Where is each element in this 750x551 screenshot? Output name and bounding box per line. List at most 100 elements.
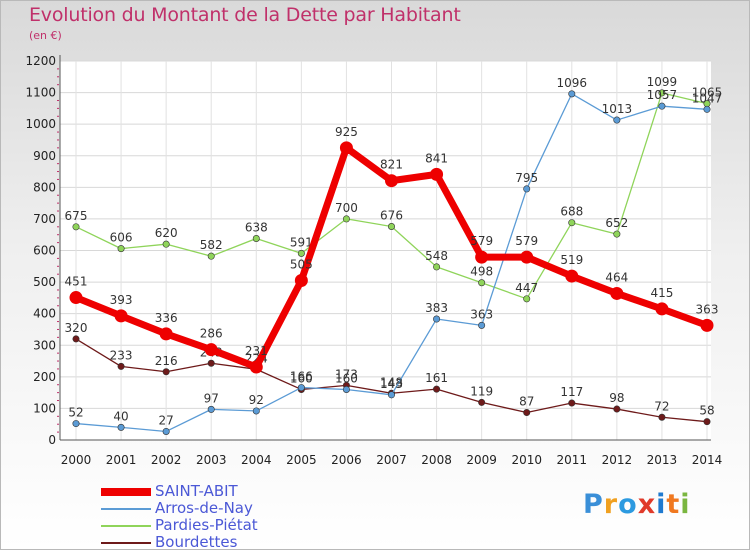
data-point — [207, 252, 215, 260]
legend-swatch — [101, 508, 151, 510]
data-label: 1096 — [557, 76, 588, 90]
data-label: 161 — [425, 371, 448, 385]
x-tick-label: 2006 — [331, 453, 362, 467]
series-bourdettes: 3202332162432241601731481611198711798725… — [65, 321, 715, 426]
legend-swatch — [101, 525, 151, 527]
data-point — [520, 250, 534, 264]
x-tick-label: 2000 — [61, 453, 92, 467]
x-tick-label: 2011 — [557, 453, 588, 467]
data-label: 1047 — [692, 91, 723, 105]
data-point — [207, 359, 215, 367]
data-label: 841 — [425, 151, 448, 165]
data-label: 1065 — [692, 86, 723, 100]
data-label: 606 — [110, 231, 133, 245]
x-tick-label: 2012 — [602, 453, 633, 467]
data-label: 117 — [560, 385, 583, 399]
data-label: 415 — [650, 286, 673, 300]
data-point — [475, 250, 489, 264]
data-point — [387, 222, 395, 230]
data-label: 87 — [519, 395, 534, 409]
data-label: 143 — [380, 377, 403, 391]
logo-letter: t — [666, 489, 681, 520]
data-point — [433, 315, 441, 323]
data-point — [655, 302, 669, 316]
data-point — [565, 269, 579, 283]
data-point — [297, 249, 305, 257]
data-point — [162, 427, 170, 435]
data-point — [613, 230, 621, 238]
y-tick-label: 200 — [33, 370, 56, 384]
data-label: 638 — [245, 220, 268, 234]
data-point — [72, 335, 80, 343]
data-point — [610, 286, 624, 300]
data-label: 383 — [425, 301, 448, 315]
data-point — [69, 291, 83, 305]
data-label: 393 — [110, 293, 133, 307]
data-label: 700 — [335, 201, 358, 215]
y-tick-label: 500 — [33, 275, 56, 289]
legend-label: Pardies-Piétat — [155, 516, 258, 534]
data-point — [252, 234, 260, 242]
data-point — [658, 102, 666, 110]
x-tick-label: 2005 — [286, 453, 317, 467]
data-label: 447 — [515, 281, 538, 295]
x-tick-label: 2003 — [196, 453, 227, 467]
data-label: 97 — [204, 391, 219, 405]
data-label: 505 — [290, 258, 313, 272]
data-point — [658, 89, 666, 97]
x-tick-label: 2004 — [241, 453, 272, 467]
data-label: 579 — [515, 234, 538, 248]
x-tick-label: 2002 — [151, 453, 182, 467]
chart-title: Evolution du Montant de la Dette par Hab… — [29, 4, 461, 26]
data-point — [117, 245, 125, 253]
data-point — [159, 327, 173, 341]
data-label: 591 — [290, 235, 313, 249]
data-label: 98 — [609, 391, 624, 405]
data-label: 119 — [470, 384, 493, 398]
data-point — [204, 343, 218, 357]
data-label: 464 — [605, 270, 628, 284]
data-label: 676 — [380, 208, 403, 222]
data-label: 795 — [515, 171, 538, 185]
legend-label: Bourdettes — [155, 533, 238, 551]
data-point — [700, 318, 714, 332]
data-label: 52 — [68, 406, 83, 420]
data-point — [297, 384, 305, 392]
x-tick-label: 2008 — [421, 453, 452, 467]
data-label: 821 — [380, 158, 403, 172]
data-point — [342, 215, 350, 223]
data-point — [478, 398, 486, 406]
data-point — [117, 362, 125, 370]
data-label: 1057 — [647, 88, 678, 102]
data-point — [568, 399, 576, 407]
x-tick-label: 2007 — [376, 453, 407, 467]
data-label: 92 — [249, 393, 264, 407]
data-label: 652 — [605, 216, 628, 230]
data-point — [703, 105, 711, 113]
data-point — [249, 360, 263, 374]
data-label: 1013 — [602, 102, 633, 116]
x-tick-label: 2001 — [106, 453, 137, 467]
data-point — [613, 116, 621, 124]
data-label: 216 — [155, 354, 178, 368]
y-tick-label: 900 — [33, 149, 56, 163]
y-tick-label: 1100 — [25, 86, 56, 100]
data-label: 160 — [290, 371, 313, 385]
logo-letter: i — [656, 489, 667, 520]
data-point — [339, 141, 353, 155]
data-point — [703, 418, 711, 426]
data-label: 688 — [560, 205, 583, 219]
data-label: 1099 — [647, 75, 678, 89]
data-label: 336 — [155, 311, 178, 325]
data-label: 498 — [470, 265, 493, 279]
data-point — [342, 385, 350, 393]
data-point — [162, 240, 170, 248]
data-label: 925 — [335, 125, 358, 139]
y-tick-label: 800 — [33, 180, 56, 194]
data-point — [385, 174, 398, 188]
data-label: 582 — [200, 238, 223, 252]
data-point — [72, 223, 80, 231]
data-point — [478, 279, 486, 287]
